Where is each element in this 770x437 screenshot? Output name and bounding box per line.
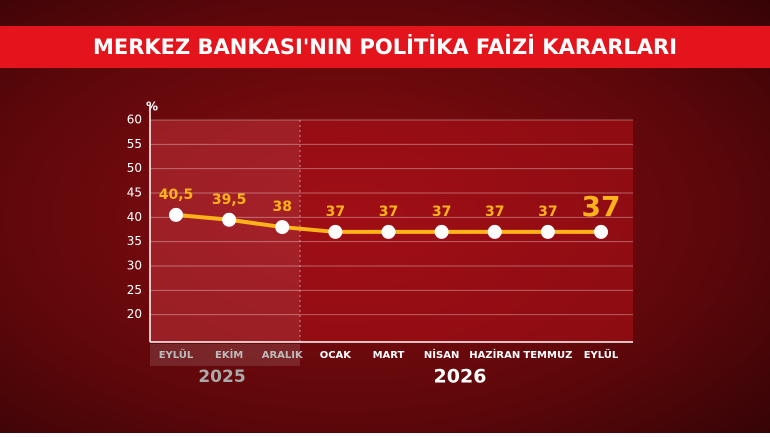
data-point [540, 224, 555, 239]
x-tick-label: NİSAN [424, 347, 459, 361]
data-point [487, 224, 502, 239]
data-label: 37 [582, 190, 621, 223]
x-tick-label: ARALIK [262, 350, 304, 361]
y-unit: % [146, 100, 158, 114]
data-label: 37 [379, 204, 398, 220]
data-label: 37 [485, 204, 504, 220]
y-tick-label: 50 [127, 161, 142, 175]
data-label: 37 [432, 204, 451, 220]
x-tick-label: EKİM [215, 347, 243, 361]
x-tick-label: EYLÜL [584, 347, 619, 361]
y-tick-label: 30 [127, 259, 142, 273]
data-point [169, 207, 183, 222]
data-point [328, 224, 343, 239]
x-tick-label: HAZİRAN [469, 347, 520, 361]
period-label: 2026 [434, 366, 487, 388]
data-point [275, 220, 290, 235]
period-label: 2025 [198, 367, 245, 387]
chart-title: MERKEZ BANKASI'NIN POLİTİKA FAİZİ KARARL… [93, 34, 677, 59]
y-tick-label: 60 [127, 113, 142, 127]
data-point [381, 224, 396, 239]
data-label: 37 [326, 204, 345, 220]
data-point [594, 224, 608, 239]
x-tick-label: TEMMUZ [523, 350, 572, 361]
x-tick-label: MART [373, 350, 405, 361]
data-label: 40,5 [159, 187, 194, 203]
y-tick-label: 20 [127, 307, 142, 321]
data-point [222, 212, 237, 227]
data-label: 37 [538, 204, 557, 220]
past-period-shade [150, 120, 300, 342]
past-label-shade [150, 344, 300, 366]
title-banner [0, 26, 770, 68]
x-tick-label: EYLÜL [159, 347, 194, 361]
y-tick-label: 45 [127, 186, 142, 200]
x-tick-label: OCAK [320, 350, 353, 361]
y-tick-label: 25 [127, 283, 142, 297]
data-label: 38 [273, 199, 292, 215]
data-point [434, 224, 449, 239]
y-tick-label: 55 [127, 137, 142, 151]
data-label: 39,5 [212, 192, 247, 208]
y-tick-label: 40 [127, 210, 142, 224]
y-tick-label: 35 [127, 234, 142, 248]
